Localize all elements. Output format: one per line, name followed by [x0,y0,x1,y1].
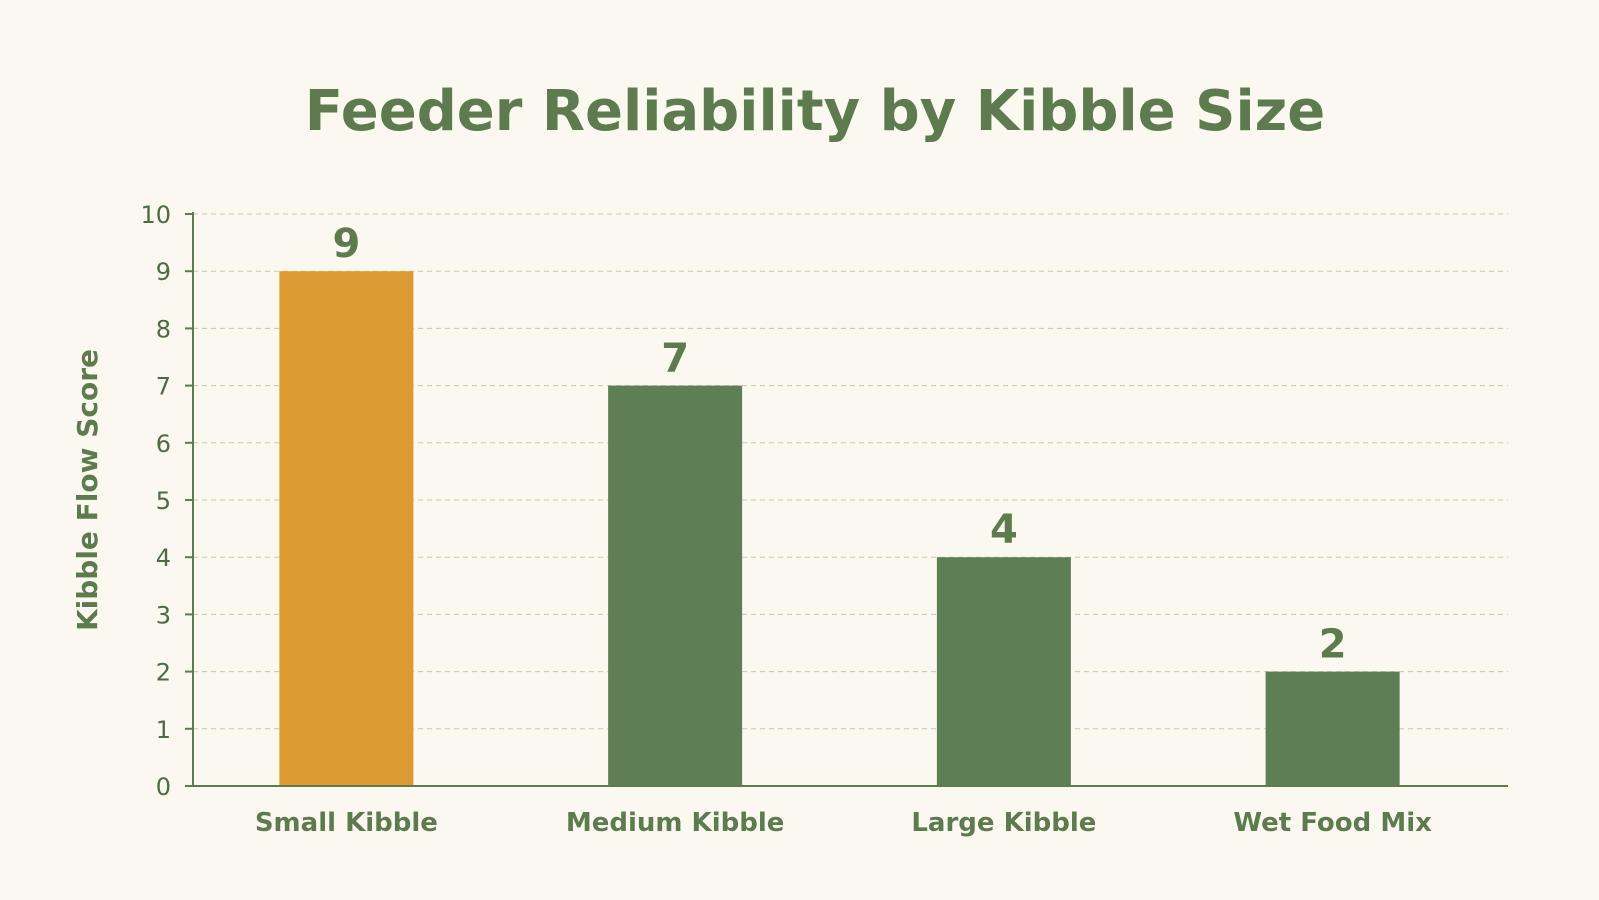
y-axis-label: Kibble Flow Score [71,349,104,631]
y-tick-label: 9 [156,258,171,286]
y-tick-label: 7 [156,373,171,401]
x-tick-label: Medium Kibble [566,808,785,838]
y-tick-label: 10 [140,201,171,229]
y-tick-label: 6 [156,430,171,458]
x-tick-label: Wet Food Mix [1233,808,1432,838]
x-axis-ticks: Small Kibble Medium Kibble Large Kibble Wet… [255,808,1432,838]
x-tick-label: Large Kibble [911,808,1096,838]
bar [608,385,743,786]
y-tick-label: 1 [156,716,171,744]
data-label: 7 [661,336,689,382]
chart-title: Feeder Reliability by Kibble Size [305,79,1325,144]
x-tick-label: Small Kibble [255,808,438,838]
bar [936,557,1071,786]
bar [279,271,414,786]
data-label: 9 [332,221,360,267]
y-tick-label: 8 [156,315,171,343]
y-tick-label: 4 [156,544,171,572]
data-label: 4 [990,507,1018,553]
bar [1265,671,1400,786]
data-label: 2 [1319,622,1347,668]
y-tick-label: 5 [156,487,171,515]
y-tick-label: 2 [156,659,171,687]
bars [279,271,1400,786]
axes [185,212,1508,787]
y-tick-label: 0 [156,773,171,801]
y-tick-label: 3 [156,601,171,629]
y-axis-ticks: 0 1 2 3 4 5 6 7 8 9 10 [140,201,193,801]
data-labels: 9 7 4 2 [332,221,1346,667]
